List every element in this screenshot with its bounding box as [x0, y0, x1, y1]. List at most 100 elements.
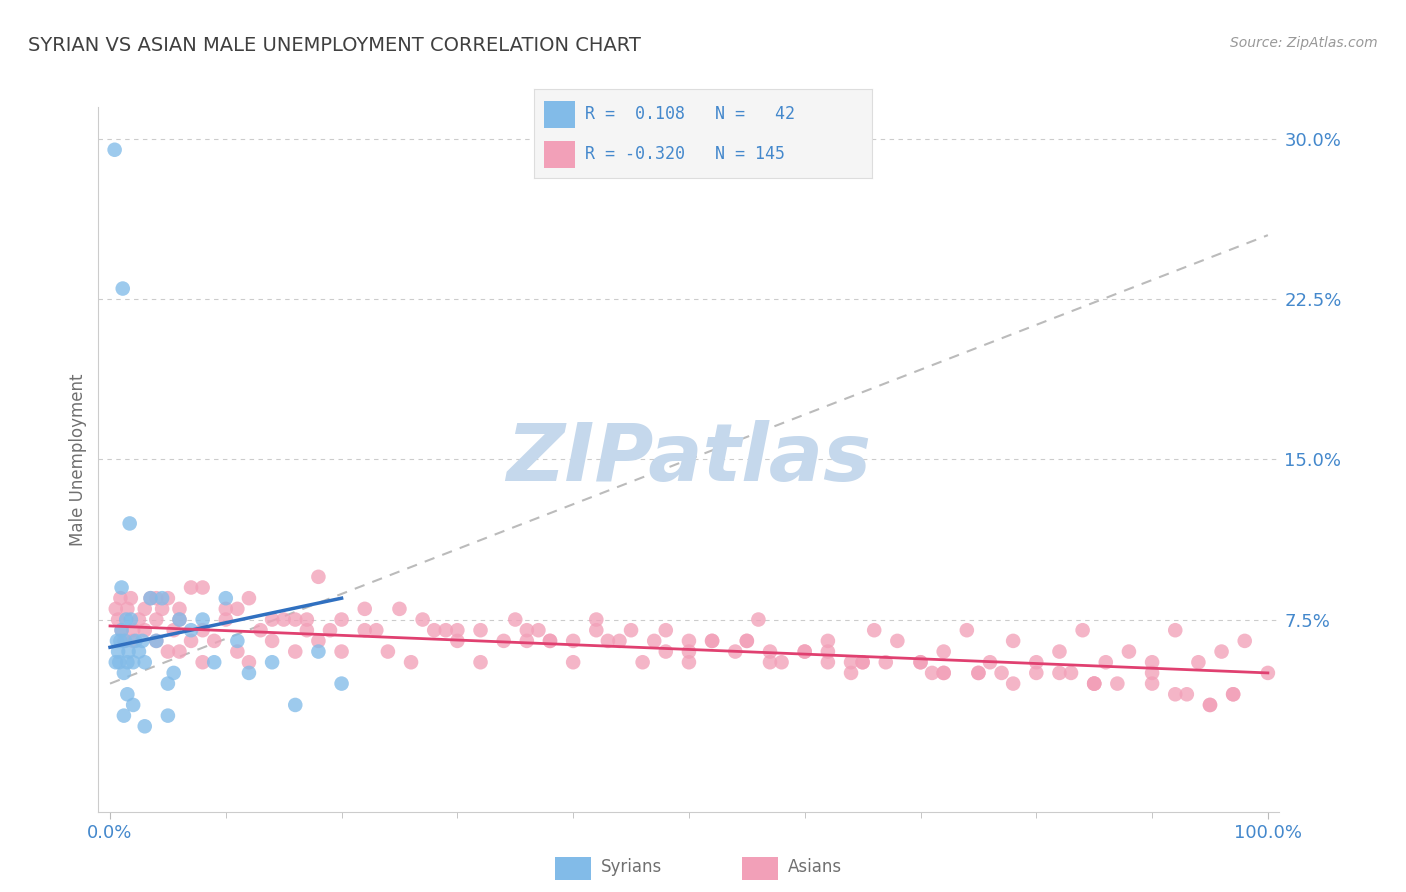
- Asians: [434, 624, 457, 638]
- Asians: [122, 624, 145, 638]
- Asians: [817, 655, 839, 669]
- Asians: [817, 644, 839, 658]
- Asians: [793, 644, 815, 658]
- Text: ZIPatlas: ZIPatlas: [506, 420, 872, 499]
- Asians: [145, 591, 167, 606]
- Asians: [128, 613, 150, 627]
- Asians: [678, 633, 700, 648]
- Syrians: [156, 708, 179, 723]
- Asians: [156, 644, 179, 658]
- Asians: [1002, 676, 1025, 690]
- Asians: [249, 624, 271, 638]
- Syrians: [226, 633, 249, 648]
- Asians: [122, 633, 145, 648]
- Syrians: [131, 633, 153, 648]
- Syrians: [110, 633, 132, 648]
- Asians: [516, 633, 538, 648]
- Asians: [735, 633, 758, 648]
- Asians: [852, 655, 875, 669]
- Asians: [307, 570, 329, 584]
- Asians: [562, 633, 585, 648]
- Asians: [110, 591, 132, 606]
- Asians: [932, 644, 955, 658]
- Asians: [1083, 676, 1105, 690]
- Asians: [759, 644, 782, 658]
- Asians: [932, 665, 955, 680]
- Syrians: [115, 613, 138, 627]
- Syrians: [117, 687, 139, 701]
- Asians: [215, 613, 238, 627]
- Asians: [117, 602, 139, 616]
- Asians: [1199, 698, 1222, 712]
- Asians: [295, 613, 318, 627]
- Syrians: [112, 665, 135, 680]
- Asians: [1140, 665, 1163, 680]
- Asians: [446, 624, 468, 638]
- Syrians: [104, 143, 127, 157]
- Syrians: [139, 591, 162, 606]
- Syrians: [124, 633, 146, 648]
- Asians: [139, 591, 162, 606]
- FancyBboxPatch shape: [742, 857, 778, 880]
- Asians: [817, 633, 839, 648]
- Asians: [180, 633, 202, 648]
- Syrians: [110, 581, 132, 595]
- Asians: [932, 665, 955, 680]
- Asians: [353, 602, 375, 616]
- Asians: [747, 613, 769, 627]
- Asians: [377, 644, 399, 658]
- Asians: [596, 633, 619, 648]
- Asians: [110, 624, 132, 638]
- Syrians: [112, 708, 135, 723]
- Asians: [1140, 676, 1163, 690]
- Asians: [700, 633, 723, 648]
- Asians: [643, 633, 665, 648]
- Text: R = -0.320   N = 145: R = -0.320 N = 145: [585, 145, 785, 163]
- Asians: [503, 613, 526, 627]
- Syrians: [307, 644, 329, 658]
- Syrians: [117, 655, 139, 669]
- Asians: [735, 633, 758, 648]
- Syrians: [110, 624, 132, 638]
- Asians: [979, 655, 1001, 669]
- Syrians: [104, 655, 127, 669]
- Syrians: [134, 719, 156, 733]
- Asians: [104, 602, 127, 616]
- Asians: [215, 602, 238, 616]
- Asians: [388, 602, 411, 616]
- Asians: [169, 613, 191, 627]
- Syrians: [180, 624, 202, 638]
- Asians: [191, 581, 214, 595]
- Asians: [202, 633, 225, 648]
- Asians: [262, 633, 284, 648]
- Asians: [839, 655, 862, 669]
- Asians: [967, 665, 990, 680]
- Asians: [180, 581, 202, 595]
- Asians: [1233, 633, 1256, 648]
- Text: Asians: Asians: [787, 858, 842, 877]
- Syrians: [163, 665, 186, 680]
- Syrians: [262, 655, 284, 669]
- Asians: [1199, 698, 1222, 712]
- Asians: [412, 613, 434, 627]
- Asians: [609, 633, 631, 648]
- Asians: [120, 591, 142, 606]
- Asians: [366, 624, 388, 638]
- Asians: [620, 624, 643, 638]
- Syrians: [122, 655, 145, 669]
- Asians: [793, 644, 815, 658]
- FancyBboxPatch shape: [555, 857, 591, 880]
- Syrians: [128, 644, 150, 658]
- Y-axis label: Male Unemployment: Male Unemployment: [69, 373, 87, 546]
- Asians: [585, 624, 607, 638]
- Asians: [1071, 624, 1094, 638]
- Asians: [145, 613, 167, 627]
- Asians: [1060, 665, 1083, 680]
- Asians: [1118, 644, 1140, 658]
- Asians: [399, 655, 422, 669]
- Asians: [191, 655, 214, 669]
- Asians: [538, 633, 561, 648]
- Syrians: [111, 281, 134, 295]
- Asians: [655, 624, 678, 638]
- Asians: [852, 655, 875, 669]
